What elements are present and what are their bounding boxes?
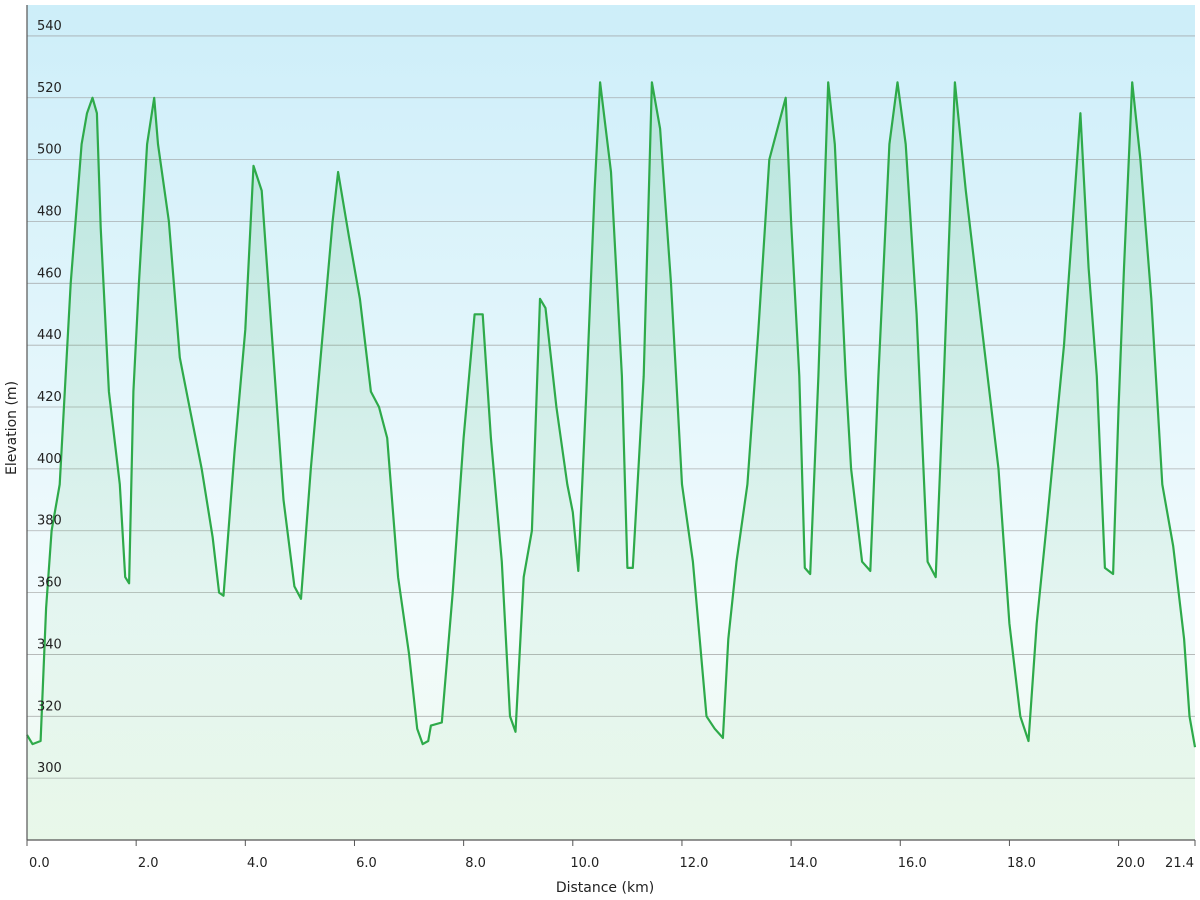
x-tick-label: 8.0 (465, 856, 486, 871)
x-tick-label: 18.0 (1007, 856, 1036, 871)
elevation-line (26, 81, 1197, 748)
y-tick-label: 400 (37, 452, 62, 467)
x-tick-label: 20.0 (1116, 856, 1145, 871)
x-tick-label: 10.0 (570, 856, 599, 871)
y-tick-label: 460 (37, 266, 62, 281)
y-tick-label: 320 (37, 699, 62, 714)
x-tick-label: 21.4 (1165, 856, 1194, 871)
x-axis-ticks: 0.0 2.0 4.0 6.0 8.0 10.0 12.0 14.0 16.0 18.0 20.0 2… (26, 840, 1196, 871)
x-tick-label: 0.0 (29, 856, 50, 871)
x-tick-label: 12.0 (679, 856, 708, 871)
x-axis-title: Distance (km) (556, 880, 654, 896)
x-tick-label: 6.0 (356, 856, 377, 871)
y-tick-label: 360 (37, 576, 62, 591)
elevation-area (27, 82, 1195, 841)
y-axis-ticks: 300 320 340 360 380 400 420 440 460 480 500 520 540 (37, 19, 62, 776)
y-axis-title: Elevation (m) (4, 381, 20, 475)
x-tick-label: 16.0 (898, 856, 927, 871)
y-tick-label: 340 (37, 637, 62, 652)
y-tick-label: 520 (37, 81, 62, 96)
y-tick-label: 300 (37, 761, 62, 776)
x-tick-label: 4.0 (247, 856, 268, 871)
y-tick-label: 380 (37, 514, 62, 529)
x-tick-label: 14.0 (789, 856, 818, 871)
y-tick-label: 540 (37, 19, 62, 34)
y-tick-label: 440 (37, 328, 62, 343)
x-tick-label: 2.0 (138, 856, 159, 871)
y-tick-label: 480 (37, 204, 62, 219)
y-tick-label: 420 (37, 390, 62, 405)
y-tick-label: 500 (37, 143, 62, 158)
